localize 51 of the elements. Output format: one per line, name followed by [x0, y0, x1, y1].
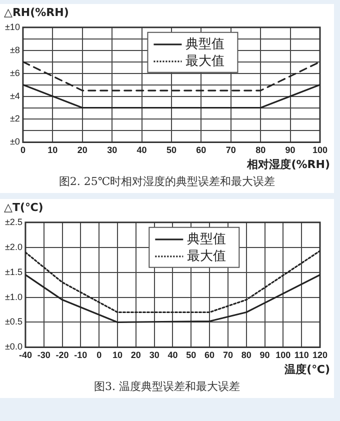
x-tick-label: 30: [149, 350, 160, 360]
y-tick-label: ±2.0: [5, 242, 22, 252]
x-tick-label: 50: [186, 350, 196, 360]
caption: 图3. 温度典型误差和最大误差: [93, 379, 241, 395]
y-tick-label: ±2.5: [5, 216, 22, 227]
x-tick-label: 70: [226, 145, 236, 156]
x-tick-label: 100: [276, 350, 291, 360]
x-tick-label: 90: [260, 350, 270, 360]
y-tick-label: ±6: [10, 68, 20, 78]
x-tick-label: -20: [56, 350, 69, 360]
y-axis-title: △T(℃): [3, 200, 44, 214]
x-tick-label: 40: [136, 145, 147, 156]
x-tick-label: -40: [18, 350, 32, 360]
x-tick-label: 70: [222, 350, 233, 360]
x-tick-label: 110: [294, 350, 309, 360]
legend-label: 典型值: [187, 232, 226, 247]
legend-label: 典型值: [186, 36, 225, 52]
caption: 图2. 25℃时相对湿度的典型误差和最大误差: [58, 174, 276, 190]
legend-label: 最大值: [187, 248, 226, 264]
x-tick-label: 50: [166, 145, 176, 156]
y-tick-label: ±0.5: [5, 316, 22, 327]
x-tick-label: -10: [74, 350, 88, 360]
x-tick-label: 20: [77, 145, 88, 156]
x-tick-label: 60: [204, 350, 215, 360]
x-tick-label: 80: [256, 145, 266, 156]
y-tick-label: ±1.5: [5, 266, 22, 277]
x-tick-label: 120: [312, 350, 328, 360]
y-tick-label: ±0: [10, 136, 20, 147]
x-tick-label: 0: [20, 145, 26, 156]
x-tick-label: 80: [241, 350, 252, 360]
x-tick-label: 10: [112, 350, 123, 360]
y-tick-label: ±10: [4, 22, 20, 32]
x-axis-title: 温度(℃): [284, 362, 331, 377]
x-tick-label: -30: [37, 350, 50, 360]
y-axis-title: △RH(%RH): [3, 5, 70, 19]
y-tick-label: ±4: [10, 90, 20, 101]
y-tick-label: ±8: [10, 44, 20, 55]
line-series: [25, 250, 320, 314]
x-tick-label: 100: [312, 145, 328, 156]
x-tick-label: 10: [48, 145, 58, 156]
x-axis-title: 相对湿度(%RH): [246, 157, 331, 172]
y-tick-label: ±0.0: [5, 342, 22, 352]
x-tick-label: 0: [96, 350, 102, 360]
y-tick-label: ±1.0: [5, 292, 22, 302]
x-tick-label: 90: [285, 145, 296, 156]
x-tick-label: 60: [196, 145, 206, 156]
x-tick-label: 20: [130, 350, 141, 360]
x-tick-label: 30: [107, 145, 118, 156]
legend-label: 最大值: [186, 54, 225, 69]
x-tick-label: 40: [168, 350, 178, 360]
y-tick-label: ±2: [10, 114, 20, 124]
